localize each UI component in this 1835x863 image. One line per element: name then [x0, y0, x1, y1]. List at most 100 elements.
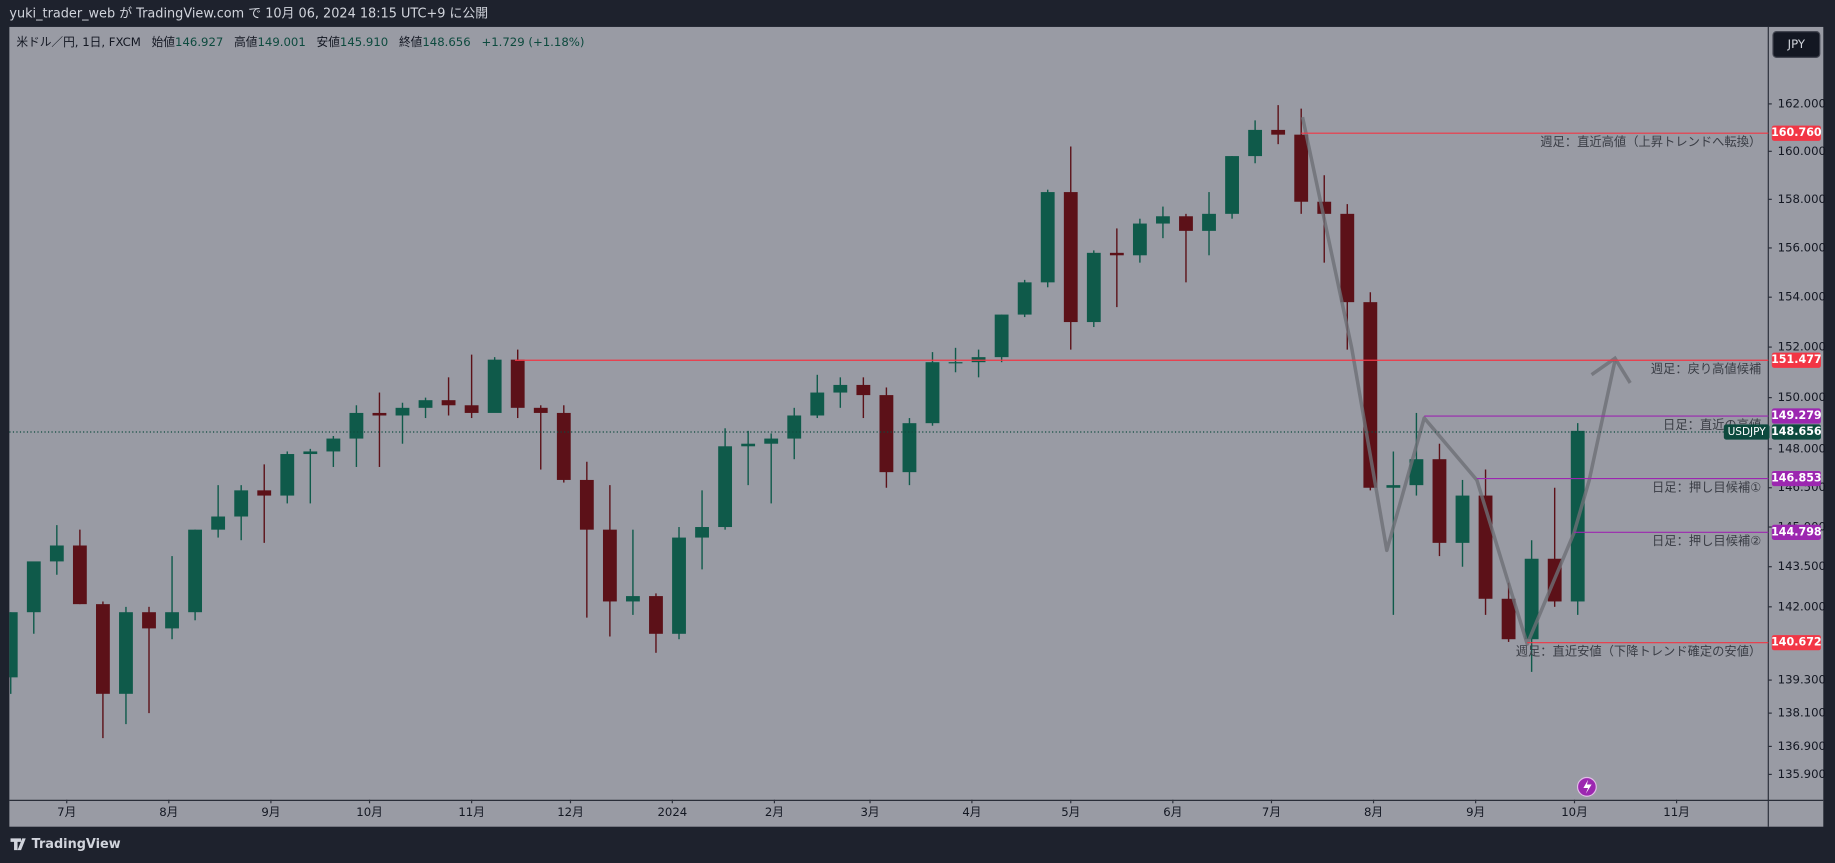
candle-body — [833, 384, 848, 393]
level-price-box — [1771, 470, 1821, 487]
currency-button[interactable] — [1772, 31, 1821, 58]
legend-close: 148.656 — [422, 35, 470, 49]
y-tick-label: 158.000 — [1778, 192, 1826, 206]
candle-body — [856, 384, 871, 396]
candle-body — [9, 612, 18, 678]
candle-body — [49, 545, 64, 562]
y-tick-label: 135.900 — [1778, 767, 1826, 781]
legend-open-label: 始値 — [152, 35, 176, 49]
y-tick-label: 139.300 — [1778, 673, 1826, 687]
candle-body — [211, 516, 226, 530]
candle-body — [1501, 598, 1516, 640]
x-tick-label: 7月 — [57, 805, 76, 819]
legend-high: 149.001 — [257, 35, 305, 49]
candle-body — [1040, 192, 1055, 283]
candle-body — [741, 443, 756, 447]
x-tick-label: 11月 — [1663, 805, 1690, 819]
candle-body — [395, 407, 410, 416]
x-tick-label: 8月 — [1364, 805, 1383, 819]
candle-body — [925, 362, 940, 424]
x-tick-label: 7月 — [1262, 805, 1281, 819]
candle-body — [810, 392, 825, 416]
candle-body — [1386, 485, 1401, 488]
y-tick-label: 152.000 — [1778, 340, 1826, 354]
candle-body — [1294, 134, 1309, 202]
candle-body — [372, 412, 387, 416]
legend-low-label: 安値 — [317, 35, 341, 49]
candle-body — [672, 537, 686, 634]
level-note: 週足：直近高値（上昇トレンドへ転換） — [1540, 134, 1761, 149]
candle-body — [1524, 558, 1539, 640]
candle-body — [994, 314, 1009, 358]
brand-logo — [10, 838, 26, 851]
x-tick-label: 9月 — [1466, 805, 1485, 819]
level-price-label: 146.853 — [1771, 472, 1822, 485]
x-tick-label: 11月 — [458, 805, 485, 819]
candle-body — [257, 490, 272, 496]
candle-body — [1455, 495, 1470, 543]
candle-body — [879, 395, 894, 473]
candle-body — [533, 407, 548, 413]
candle-body — [441, 400, 456, 406]
legend-change: +1.729 (+1.18%) — [481, 35, 584, 49]
candle-body — [1156, 216, 1170, 224]
level-price-label: 160.760 — [1771, 126, 1822, 139]
candle-body — [579, 479, 594, 530]
y-tick-label: 148.000 — [1778, 441, 1826, 455]
legend-symbol: 米ドル／円, 1日, FXCM — [16, 35, 141, 49]
x-tick-label: 4月 — [962, 805, 981, 819]
candle-body — [1017, 282, 1032, 315]
legend-open: 146.927 — [175, 35, 223, 49]
x-tick-label: 10月 — [1561, 805, 1588, 819]
candle-body — [1063, 192, 1078, 323]
level-price-box — [1771, 125, 1821, 141]
x-tick-label: 5月 — [1061, 805, 1080, 819]
candle-body — [764, 438, 779, 444]
candle-body — [948, 362, 963, 364]
candle-body — [649, 596, 663, 634]
candle-body — [1225, 156, 1239, 214]
level-price-box — [1771, 352, 1821, 368]
candle-body — [787, 415, 802, 439]
drawn-arrowhead — [1590, 355, 1632, 384]
level-note: 日足：押し目候補② — [1652, 534, 1761, 548]
level-price-label: 151.477 — [1771, 353, 1822, 366]
header-title: yuki_trader_web が TradingView.com で 10月 … — [9, 7, 488, 22]
candle-body — [165, 612, 179, 629]
legend-low: 145.910 — [340, 35, 388, 49]
x-tick-label: 3月 — [860, 805, 879, 819]
level-price-label: 149.279 — [1771, 409, 1822, 422]
candle-body — [1109, 252, 1124, 256]
candle-body — [349, 412, 364, 439]
drawn-path — [1300, 116, 1617, 646]
candle-body — [902, 423, 917, 473]
candle-body — [303, 451, 318, 455]
candle-body — [119, 612, 133, 694]
y-tick-label: 142.000 — [1778, 599, 1826, 613]
brand-name: TradingView — [32, 837, 121, 852]
y-tick-label: 162.000 — [1778, 96, 1826, 110]
candle-body — [1340, 213, 1355, 303]
candle-body — [510, 359, 525, 408]
candle-body — [96, 604, 110, 694]
x-tick-label: 12月 — [557, 805, 584, 819]
candle-body — [718, 446, 733, 528]
candle-body — [188, 529, 203, 613]
candle-body — [142, 612, 156, 629]
level-note: 日足：押し目候補① — [1652, 480, 1761, 494]
candle-body — [1202, 213, 1216, 231]
candle-body — [418, 400, 433, 408]
legend: 米ドル／円, 1日, FXCM 始値146.927 高値149.001 安値14… — [16, 35, 584, 49]
candle-body — [1132, 223, 1147, 256]
y-tick-label: 143.500 — [1778, 559, 1826, 573]
candle-body — [72, 545, 87, 605]
current-price-name: USDJPY — [1728, 426, 1767, 438]
level-note: 週足：戻り高値候補 — [1651, 361, 1761, 376]
legend-close-label: 終値 — [399, 35, 423, 49]
current-price-name-box — [1723, 424, 1770, 440]
level-price-box — [1771, 524, 1821, 540]
currency-button-label: JPY — [1787, 37, 1806, 51]
x-tick-label: 8月 — [159, 805, 178, 819]
